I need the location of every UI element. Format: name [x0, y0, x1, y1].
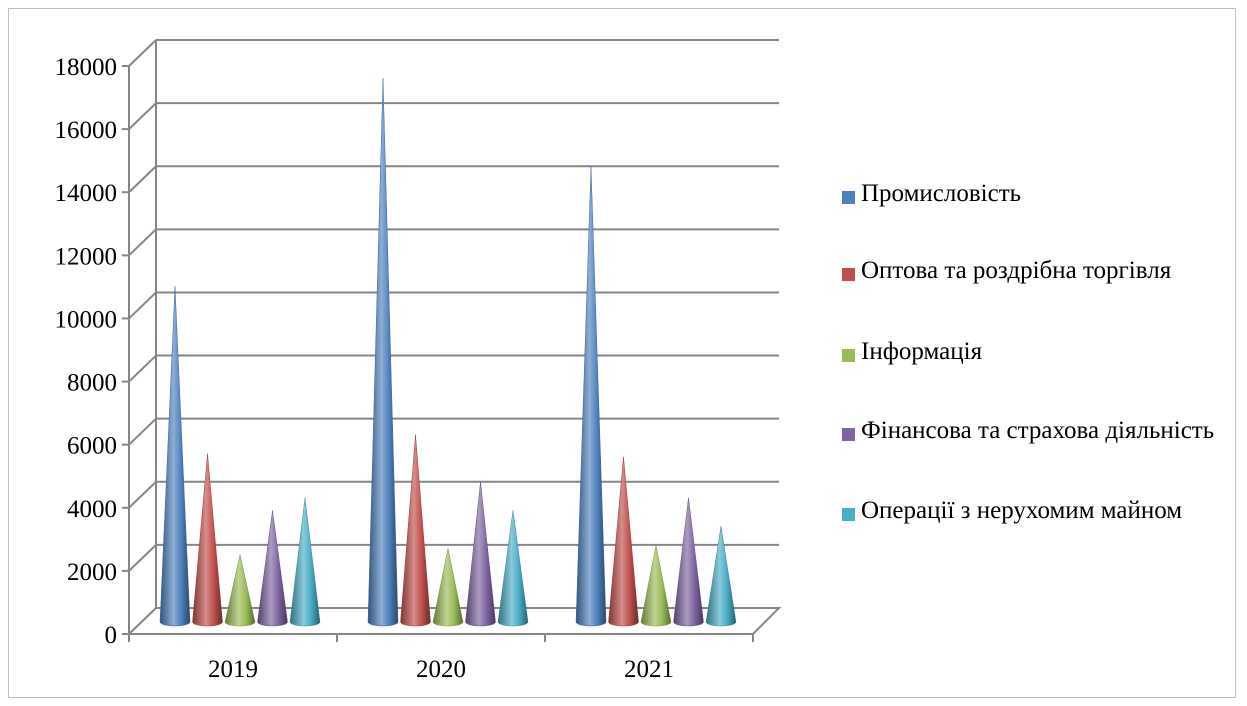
gridlines	[128, 39, 779, 572]
legend-swatch-trade	[842, 268, 855, 281]
chart-frame: 0 2000 4000 6000 8000 10000 12000 14000 16000 180…	[8, 8, 1236, 698]
category-label-2021: 2021	[624, 656, 674, 683]
cone-body-2020-4	[497, 510, 529, 627]
legend-item-industry: Промисловість	[842, 179, 1231, 209]
cone-2020-1	[400, 434, 431, 627]
cone-2020-0	[367, 78, 399, 627]
cone-2021-4	[705, 526, 737, 627]
y-tick-label-10000: 10000	[55, 306, 118, 333]
gridline-depth-14000	[128, 165, 157, 193]
cone-body-2019-4	[289, 497, 321, 627]
legend-swatch-real-estate	[842, 508, 855, 521]
cone-body-2021-1	[608, 456, 639, 627]
gridline-depth-8000	[128, 354, 157, 383]
cone-body-2020-1	[400, 434, 431, 627]
y-tick-label-12000: 12000	[55, 243, 118, 270]
y-tick-label-8000: 8000	[67, 370, 117, 397]
cone-body-2019-3	[257, 510, 288, 627]
gridline-depth-18000	[128, 39, 157, 67]
cone-2019-0	[159, 286, 191, 627]
gridline-depth-4000	[128, 481, 157, 509]
cone-body-2020-3	[465, 481, 496, 627]
legend-swatch-industry	[842, 191, 855, 204]
cone-2021-1	[608, 456, 639, 627]
y-tick-label-0: 0	[105, 622, 118, 649]
cone-body-2019-0	[159, 286, 191, 627]
y-tick-label-18000: 18000	[55, 54, 118, 81]
legend-item-trade: Оптова та роздрібна торгівля	[842, 256, 1231, 286]
cone-2020-2	[432, 548, 464, 627]
legend-swatch-information	[842, 349, 855, 362]
cone-2021-3	[673, 497, 704, 627]
legend-label-industry: Промисловість	[861, 180, 1022, 207]
gridline-depth-2000	[128, 544, 157, 572]
y-tick-label-6000: 6000	[67, 433, 117, 460]
cone-body-2020-0	[367, 78, 399, 627]
cone-2020-4	[497, 510, 529, 627]
cone-body-2021-0	[575, 166, 607, 627]
cone-2019-2	[224, 554, 256, 627]
cone-body-2020-2	[432, 548, 464, 627]
legend-label-finance: Фінансова та страхова діяльність	[861, 417, 1215, 444]
gridline-depth-10000	[128, 291, 157, 320]
legend-item-information: Інформація	[842, 337, 1231, 367]
y-tick-label-14000: 14000	[55, 180, 118, 207]
cone-body-2019-1	[192, 453, 223, 627]
legend-item-finance: Фінансова та страхова діяльність	[842, 416, 1231, 446]
cone-2020-3	[465, 481, 496, 627]
cone-body-2021-3	[673, 497, 704, 627]
cone-2019-3	[257, 510, 288, 627]
legend-label-trade: Оптова та роздрібна торгівля	[861, 257, 1172, 284]
y-tick-label-2000: 2000	[67, 559, 117, 586]
legend-item-real-estate: Операції з нерухомим майном	[842, 496, 1231, 526]
cone-bar-chart: 0 2000 4000 6000 8000 10000 12000 14000 16000 180…	[55, 39, 782, 683]
cone-2021-0	[575, 166, 607, 627]
cone-body-2019-2	[224, 554, 256, 627]
cone-2021-2	[640, 545, 672, 627]
y-tick-label-16000: 16000	[55, 117, 118, 144]
cone-2019-4	[289, 497, 321, 627]
cone-body-2021-2	[640, 545, 672, 627]
y-tick-label-4000: 4000	[67, 496, 117, 523]
legend-swatch-finance	[842, 428, 855, 441]
gridline-depth-12000	[128, 228, 157, 257]
category-label-2020: 2020	[416, 656, 466, 683]
gridline-depth-16000	[128, 102, 157, 130]
legend-label-information: Інформація	[861, 338, 983, 365]
gridline-depth-6000	[128, 417, 157, 446]
category-label-2019: 2019	[208, 656, 258, 683]
cone-body-2021-4	[705, 526, 737, 627]
cone-2019-1	[192, 453, 223, 627]
legend-label-real-estate: Операції з нерухомим майном	[861, 497, 1183, 524]
